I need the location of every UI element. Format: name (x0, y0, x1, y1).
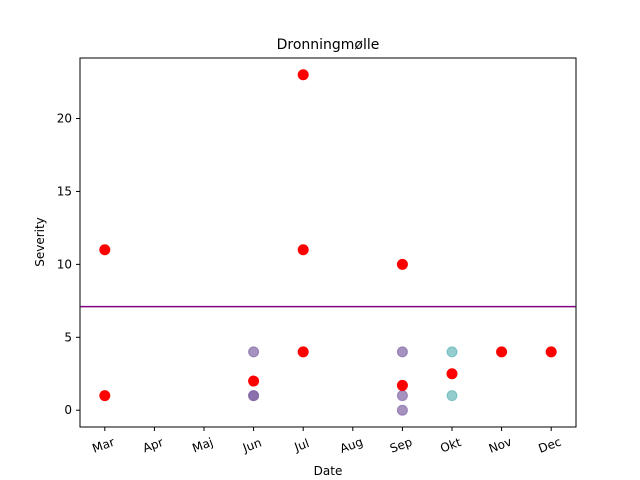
data-point (248, 346, 260, 358)
data-point (396, 258, 408, 270)
data-point (396, 390, 408, 402)
data-point (99, 244, 111, 256)
x-tick-label: Sep (388, 435, 414, 456)
chart-title: Dronningmølle (277, 37, 380, 53)
data-point (396, 346, 408, 358)
data-point (248, 390, 260, 402)
plot-frame (79, 57, 577, 428)
x-axis-label: Date (314, 464, 343, 478)
x-tick-label: Dec (537, 435, 564, 456)
y-tick-label: 15 (57, 184, 72, 198)
data-point (297, 346, 309, 358)
data-point (396, 404, 408, 416)
y-axis-label: Severity (33, 217, 47, 267)
x-tick-label: Jun (240, 435, 263, 455)
x-tick-label: Maj (190, 435, 215, 455)
x-tick-label: Aug (338, 435, 365, 456)
data-point (545, 346, 557, 358)
x-tick-label: Mar (90, 435, 116, 456)
y-tick-label: 0 (64, 403, 72, 417)
series-2 (99, 69, 557, 402)
data-point (396, 379, 408, 391)
series-1 (446, 346, 458, 402)
y-tick-label: 5 (64, 330, 72, 344)
data-point (99, 390, 111, 402)
data-point (496, 346, 508, 358)
y-tick-label: 10 (57, 257, 72, 271)
data-point (446, 368, 458, 380)
y-tick-label: 20 (57, 112, 72, 126)
x-axis: Mar Apr Maj Jun Jul Aug Sep Okt Nov Dec (90, 427, 563, 456)
series-0 (248, 346, 408, 416)
y-axis: 0 5 10 15 20 (57, 112, 80, 417)
x-tick-label: Jul (292, 436, 311, 454)
data-point (297, 244, 309, 256)
plot-area (80, 69, 576, 416)
x-tick-label: Nov (487, 435, 514, 456)
x-tick-label: Okt (438, 435, 463, 455)
x-tick-label: Apr (141, 435, 165, 455)
data-point (446, 390, 458, 402)
data-point (248, 375, 260, 387)
data-point (297, 69, 309, 81)
data-point (446, 346, 458, 358)
